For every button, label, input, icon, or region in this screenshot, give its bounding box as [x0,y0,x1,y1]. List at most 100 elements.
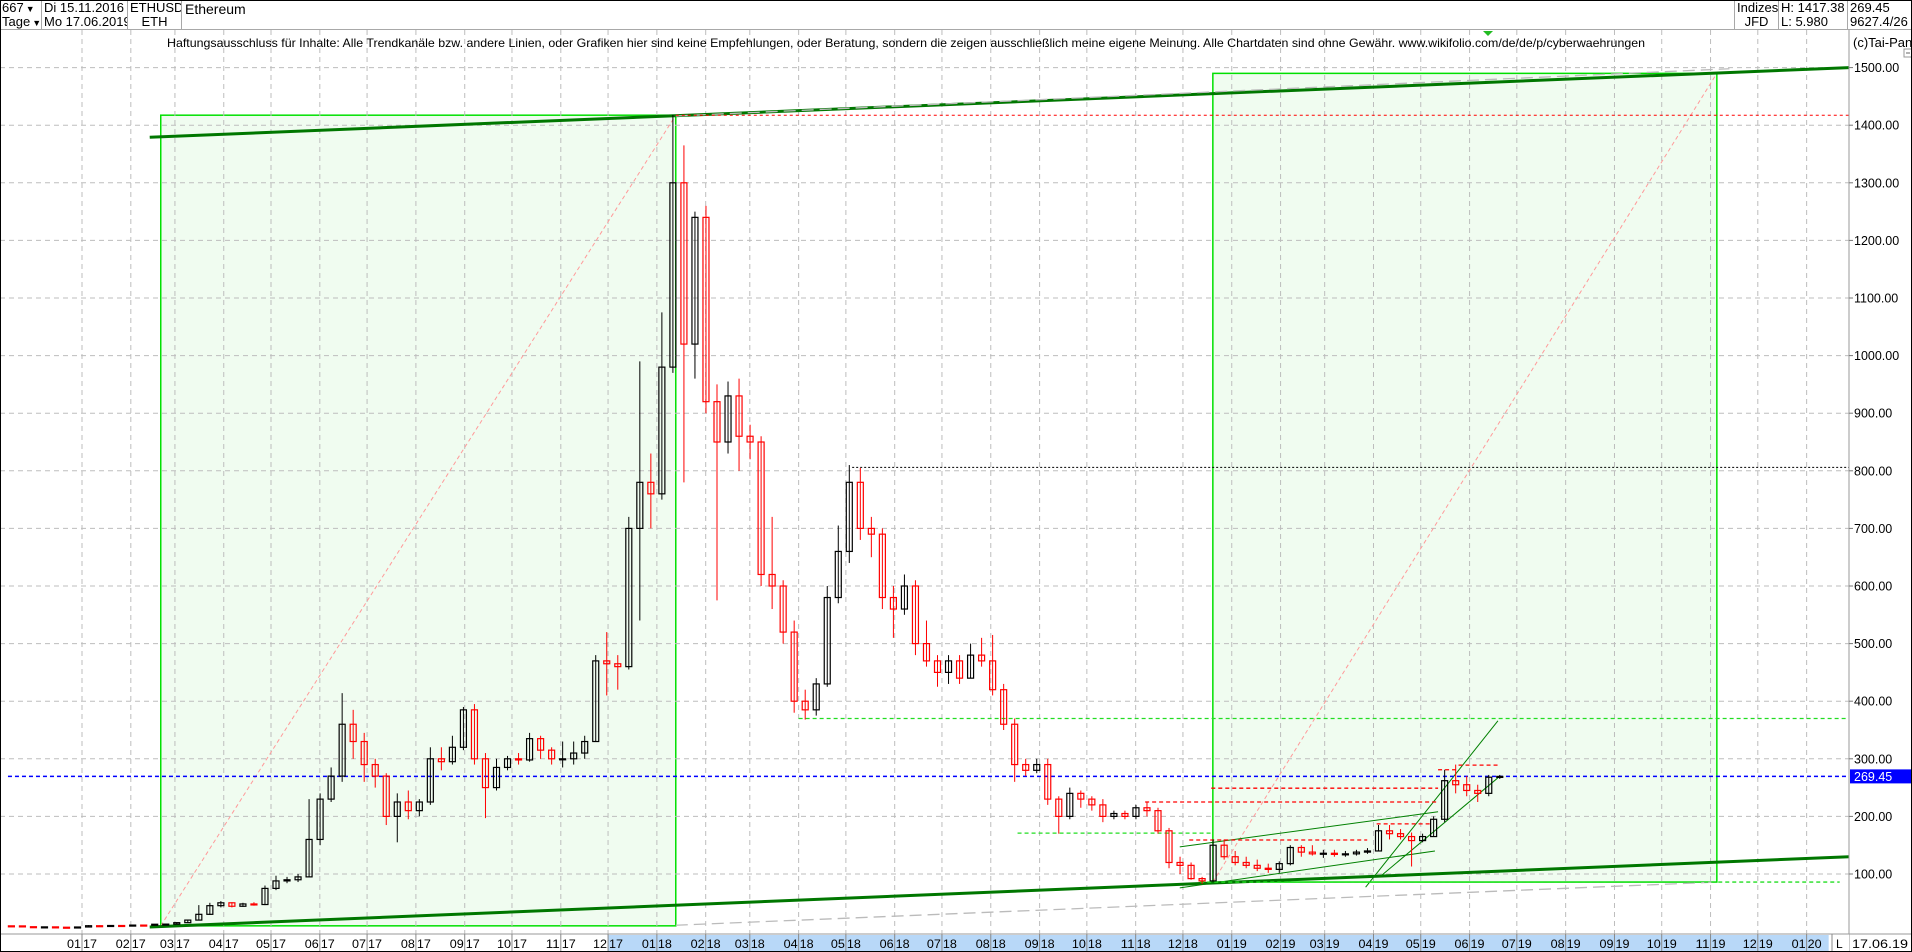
candle [1286,845,1294,866]
diagonal-2019[interactable] [1212,73,1718,883]
time-tick-month: 01 [1792,937,1806,951]
candle-body [570,752,578,760]
candle [977,637,986,667]
diagonal-2017[interactable] [160,114,677,927]
candle-body [658,366,666,495]
time-tick-year: 17 [513,937,527,951]
interval-select[interactable]: Tage ▼ [0,15,41,29]
candle-body [338,723,346,777]
steep-channel-lower[interactable] [1379,777,1499,878]
time-tick-year: 19 [1422,937,1436,951]
candle [1165,827,1173,869]
candle [1099,799,1107,823]
time-tick-year: 18 [751,937,765,951]
time-axis-visible-range[interactable] [608,935,1829,951]
candle-body [625,527,633,668]
time-tick-year: 17 [321,937,335,951]
caret-down-icon[interactable]: ▼ [25,4,35,14]
lower-gray-line[interactable] [675,881,1717,926]
candle [349,709,357,759]
candle [1121,810,1129,820]
candle [51,926,60,929]
candle [29,926,38,929]
candle-body [1143,807,1151,812]
candle [1352,849,1361,856]
candle-body [1407,835,1416,842]
candle-body [1463,784,1471,792]
candle [294,874,302,883]
time-tick-year: 20 [1808,937,1822,951]
start-date[interactable]: Di 15.11.2016 [44,1,124,15]
upper-trendline[interactable] [149,66,1850,139]
candle [922,620,931,667]
time-tick-month: 11 [1121,937,1135,951]
candle [911,580,920,656]
chart-header: 667 ▼ Tage ▼ Di 15.11.2016 Mo 17.06.2019 E… [0,0,1912,30]
scale-mode-toggle[interactable]: L [1836,937,1843,951]
time-tick-month: 04 [209,937,223,951]
candle-body [933,660,942,674]
candle-body [151,923,159,926]
candle [1275,861,1283,873]
candle [206,902,214,915]
candle-body [250,903,258,906]
candle-body [1452,780,1460,786]
candle [955,655,964,684]
candle-body [95,925,104,928]
price-axis-background [1849,30,1912,934]
candle [647,453,655,529]
lower-trendline[interactable] [149,855,1850,929]
caret-down-icon[interactable]: ▼ [32,18,41,28]
candle-body [40,926,49,929]
candle [1231,850,1239,866]
minus-box-icon[interactable] [1903,48,1912,58]
candle [1198,876,1206,884]
candle [812,678,820,716]
exchange: JFD [1744,15,1769,29]
candle [40,926,49,929]
axes: 100.00 200.00 300.00 400.00 500.00 600.00 700.… [0,30,1912,952]
candle-body [680,182,688,345]
candle-body [492,766,501,789]
period-value: 667 [2,1,24,15]
candle-body [746,435,754,443]
candle [426,747,434,805]
candle [989,634,997,696]
candle-body [845,481,853,553]
candle-body [206,905,214,915]
time-tick-month: 12 [1743,937,1757,951]
candle [1385,825,1394,840]
candle-body [1418,835,1427,842]
candle-body [1396,833,1405,838]
candle-body [989,660,997,691]
candle [250,902,258,906]
candle-body [107,924,115,928]
candle [1132,804,1140,820]
candle-body [118,924,126,928]
candle [966,643,975,679]
candle [18,925,27,928]
candle-body [316,798,324,841]
time-tick-month: 08 [976,937,990,951]
time-tick-month: 01 [642,937,656,951]
channel-upper[interactable] [1179,811,1439,848]
candle-body [1496,775,1504,778]
steep-channel-upper[interactable] [1365,720,1499,888]
drawings[interactable] [7,66,1850,929]
candle [570,741,578,765]
candle [713,384,721,601]
candle-body [62,926,71,929]
candle [548,747,556,765]
period-select[interactable]: 667 ▼ [0,1,41,15]
triangle-down-icon[interactable] [1483,31,1493,36]
symbol-cell: ETHUSD ETH [128,1,182,30]
candle-body [7,925,15,928]
candle-body [305,838,313,878]
candle [1308,845,1316,856]
end-date[interactable]: Mo 17.06.2019 [44,15,127,29]
period-cell: 667 ▼ Tage ▼ [0,1,42,30]
upper-gray-line[interactable] [675,68,1730,117]
high-low-cell: H: 1417.38 L: 5.980 [1779,1,1848,30]
disclaimer-text: Haftungsausschluss für Inhalte: Alle Tre… [167,36,1645,50]
